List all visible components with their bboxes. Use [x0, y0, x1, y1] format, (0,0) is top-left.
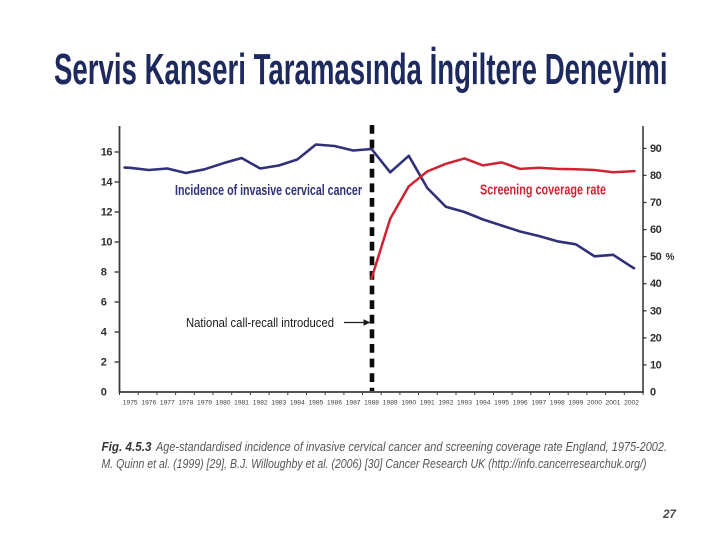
svg-text:1990: 1990 — [401, 399, 416, 406]
svg-text:10: 10 — [650, 359, 662, 371]
svg-text:Servis Kanseri Taramasında İng: Servis Kanseri Taramasında İngiltere Den… — [54, 46, 668, 94]
svg-text:30: 30 — [650, 305, 662, 317]
svg-text:27: 27 — [662, 509, 676, 521]
svg-text:2000: 2000 — [587, 399, 602, 406]
svg-text:%: % — [666, 252, 675, 263]
svg-text:14: 14 — [101, 177, 114, 189]
svg-text:1992: 1992 — [438, 399, 453, 406]
svg-text:50: 50 — [650, 251, 662, 263]
svg-text:90: 90 — [650, 143, 662, 155]
svg-text:Screening coverage rate: Screening coverage rate — [480, 181, 606, 198]
svg-text:1984: 1984 — [290, 399, 305, 406]
svg-text:Fig. 4.5.3: Fig. 4.5.3 — [102, 439, 153, 454]
svg-text:2001: 2001 — [606, 399, 621, 406]
svg-text:60: 60 — [650, 224, 662, 236]
svg-text:1977: 1977 — [160, 399, 175, 406]
svg-text:10: 10 — [101, 237, 113, 249]
svg-text:1994: 1994 — [476, 399, 491, 406]
svg-text:2002: 2002 — [624, 399, 639, 406]
svg-text:40: 40 — [650, 278, 662, 290]
svg-text:1991: 1991 — [420, 399, 435, 406]
svg-text:1978: 1978 — [178, 399, 193, 406]
svg-text:1997: 1997 — [531, 399, 546, 406]
svg-text:2: 2 — [101, 357, 107, 369]
svg-text:1986: 1986 — [327, 399, 342, 406]
svg-text:1982: 1982 — [253, 399, 268, 406]
svg-text:M. Quinn et al. (1999) [29], B: M. Quinn et al. (1999) [29], B.J. Willou… — [102, 456, 647, 471]
svg-text:4: 4 — [101, 327, 108, 339]
svg-text:70: 70 — [650, 197, 662, 209]
svg-text:20: 20 — [650, 332, 662, 344]
svg-text:1987: 1987 — [346, 399, 361, 406]
svg-text:0: 0 — [650, 387, 656, 399]
svg-text:1975: 1975 — [123, 399, 138, 406]
svg-text:1983: 1983 — [271, 399, 286, 406]
svg-text:8: 8 — [101, 267, 107, 279]
svg-text:1988: 1988 — [364, 399, 379, 406]
svg-text:1996: 1996 — [513, 399, 528, 406]
svg-text:1981: 1981 — [234, 399, 249, 406]
svg-text:1980: 1980 — [216, 399, 231, 406]
svg-text:6: 6 — [101, 297, 107, 309]
svg-text:Incidence of invasive cervical: Incidence of invasive cervical cancer — [175, 182, 362, 199]
svg-text:1989: 1989 — [383, 399, 398, 406]
svg-text:1999: 1999 — [568, 399, 583, 406]
svg-text:1979: 1979 — [197, 399, 212, 406]
svg-text:1985: 1985 — [308, 399, 323, 406]
svg-text:Age-standardised incidence of: Age-standardised incidence of invasive c… — [155, 439, 667, 454]
svg-text:16: 16 — [101, 147, 113, 159]
svg-text:1993: 1993 — [457, 399, 472, 406]
svg-text:1998: 1998 — [550, 399, 565, 406]
svg-text:12: 12 — [101, 207, 113, 219]
svg-text:National call-recall introduce: National call-recall introduced — [186, 316, 334, 330]
svg-text:1995: 1995 — [494, 399, 509, 406]
svg-text:80: 80 — [650, 170, 662, 182]
svg-text:1976: 1976 — [141, 399, 156, 406]
svg-text:0: 0 — [101, 387, 107, 399]
